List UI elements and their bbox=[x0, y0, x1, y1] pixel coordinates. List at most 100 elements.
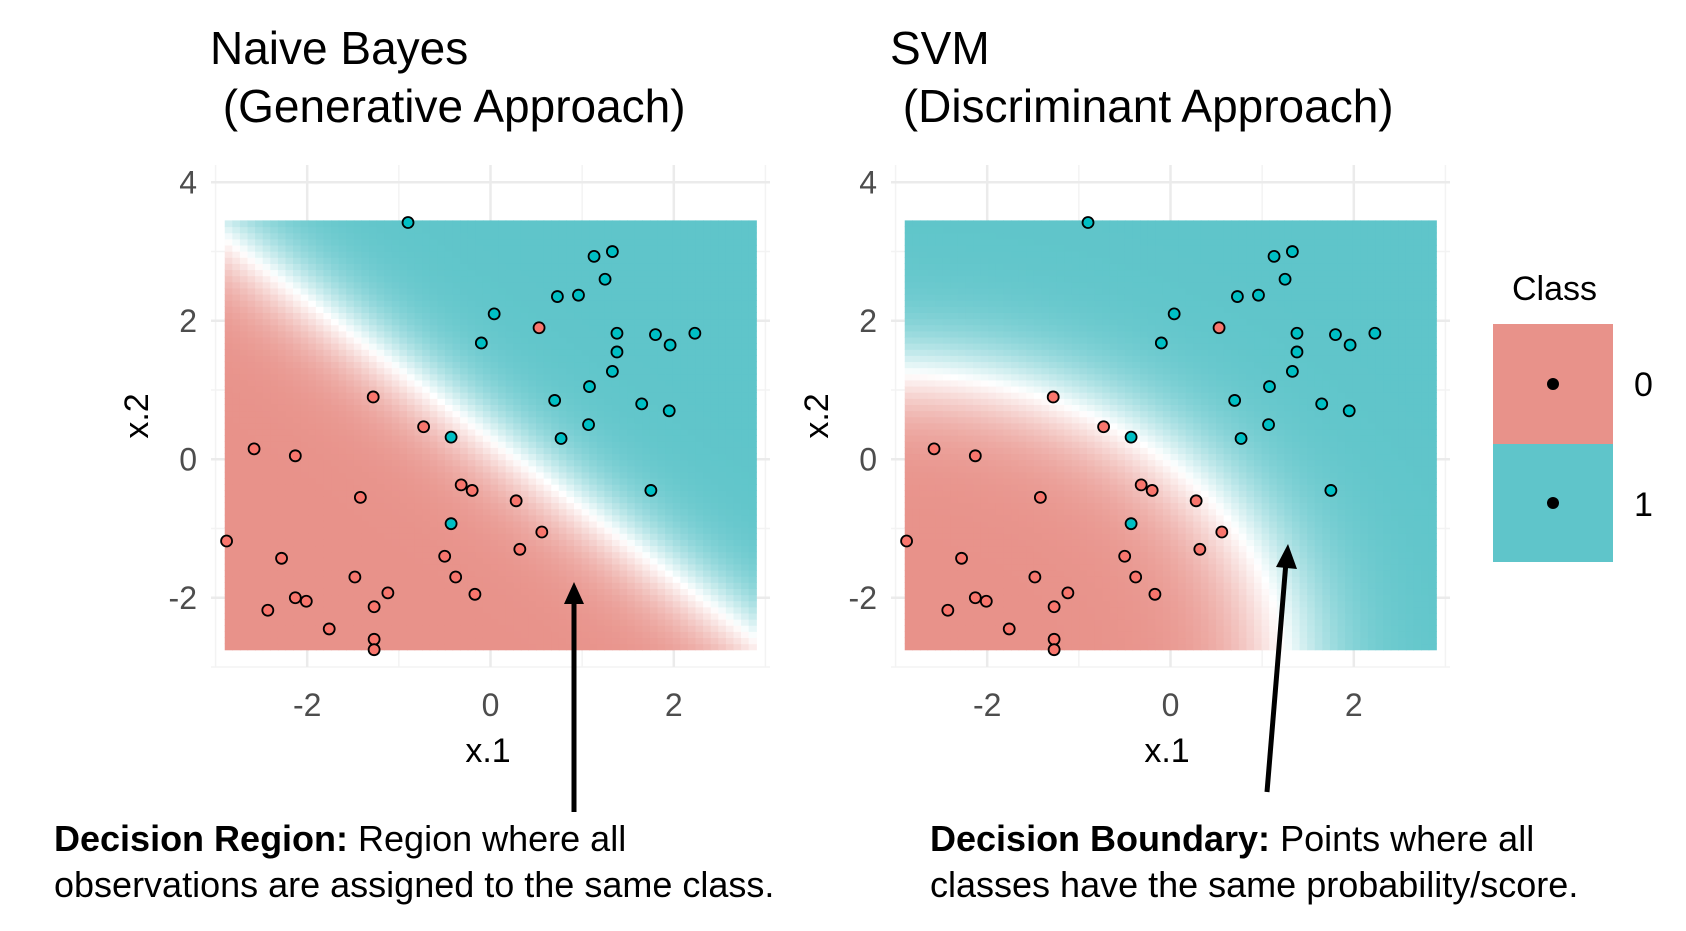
region-cell bbox=[741, 288, 749, 295]
region-cell bbox=[399, 398, 407, 405]
region-cell bbox=[399, 361, 407, 368]
region-cell bbox=[301, 417, 309, 424]
region-cell bbox=[430, 233, 438, 240]
region-cell bbox=[377, 515, 385, 522]
region-cell bbox=[718, 503, 726, 510]
region-cell bbox=[430, 527, 438, 534]
region-cell bbox=[430, 325, 438, 332]
region-cell bbox=[673, 435, 681, 442]
region-cell bbox=[399, 484, 407, 491]
region-cell bbox=[339, 558, 347, 565]
region-cell bbox=[589, 355, 597, 362]
region-cell bbox=[331, 429, 339, 436]
region-cell bbox=[255, 601, 263, 608]
region-cell bbox=[460, 380, 468, 387]
region-cell bbox=[733, 331, 741, 338]
region-cell bbox=[491, 594, 499, 601]
region-cell bbox=[248, 435, 256, 442]
region-cell bbox=[521, 227, 529, 234]
region-cell bbox=[415, 515, 423, 522]
region-cell bbox=[491, 509, 499, 516]
region-cell bbox=[308, 527, 316, 534]
region-cell bbox=[513, 220, 521, 227]
region-cell bbox=[703, 460, 711, 467]
region-cell bbox=[574, 417, 582, 424]
region-cell bbox=[415, 496, 423, 503]
region-cell bbox=[589, 613, 597, 620]
region-cell bbox=[293, 411, 301, 418]
region-cell bbox=[658, 576, 666, 583]
region-cell bbox=[232, 564, 240, 571]
region-cell bbox=[498, 392, 506, 399]
region-cell bbox=[399, 386, 407, 393]
region-cell bbox=[422, 582, 430, 589]
region-cell bbox=[566, 472, 574, 479]
region-cell bbox=[711, 257, 719, 264]
region-cell bbox=[346, 527, 354, 534]
region-cell bbox=[384, 484, 392, 491]
region-cell bbox=[399, 392, 407, 399]
region-cell bbox=[430, 509, 438, 516]
region-cell bbox=[422, 288, 430, 295]
region-cell bbox=[749, 269, 757, 276]
region-cell bbox=[430, 478, 438, 485]
region-cell bbox=[301, 374, 309, 381]
region-cell bbox=[232, 325, 240, 332]
region-cell bbox=[392, 619, 400, 626]
region-cell bbox=[536, 306, 544, 313]
region-cell bbox=[650, 355, 658, 362]
region-cell bbox=[559, 227, 567, 234]
region-cell bbox=[270, 515, 278, 522]
region-cell bbox=[422, 245, 430, 252]
region-cell bbox=[696, 447, 704, 454]
region-cell bbox=[491, 447, 499, 454]
region-cell bbox=[612, 386, 620, 393]
region-cell bbox=[680, 619, 688, 626]
region-cell bbox=[574, 570, 582, 577]
region-cell bbox=[718, 613, 726, 620]
region-cell bbox=[635, 625, 643, 632]
region-cell bbox=[696, 257, 704, 264]
region-cell bbox=[361, 570, 369, 577]
region-cell bbox=[726, 411, 734, 418]
region-cell bbox=[696, 625, 704, 632]
region-cell bbox=[415, 503, 423, 510]
region-cell bbox=[627, 576, 635, 583]
region-cell bbox=[551, 625, 559, 632]
data-point bbox=[650, 329, 661, 340]
region-cell bbox=[399, 337, 407, 344]
region-cell bbox=[255, 613, 263, 620]
region-cell bbox=[589, 478, 597, 485]
region-cell bbox=[354, 594, 362, 601]
region-cell bbox=[270, 337, 278, 344]
region-cell bbox=[696, 233, 704, 240]
region-cell bbox=[627, 331, 635, 338]
region-cell bbox=[696, 441, 704, 448]
region-cell bbox=[513, 355, 521, 362]
region-cell bbox=[597, 460, 605, 467]
region-cell bbox=[589, 631, 597, 638]
region-cell bbox=[278, 515, 286, 522]
region-cell bbox=[392, 527, 400, 534]
region-cell bbox=[551, 601, 559, 608]
region-cell bbox=[415, 343, 423, 350]
region-cell bbox=[703, 269, 711, 276]
region-cell bbox=[688, 515, 696, 522]
region-cell bbox=[240, 288, 248, 295]
region-cell bbox=[650, 245, 658, 252]
region-cell bbox=[521, 558, 529, 565]
region-cell bbox=[384, 269, 392, 276]
region-cell bbox=[551, 257, 559, 264]
region-cell bbox=[453, 288, 461, 295]
region-cell bbox=[597, 570, 605, 577]
region-cell bbox=[285, 294, 293, 301]
region-cell bbox=[437, 527, 445, 534]
region-cell bbox=[658, 392, 666, 399]
region-cell bbox=[726, 220, 734, 227]
region-cell bbox=[293, 331, 301, 338]
region-cell bbox=[498, 601, 506, 608]
region-cell bbox=[680, 521, 688, 528]
region-cell bbox=[597, 576, 605, 583]
region-cell bbox=[468, 227, 476, 234]
region-cell bbox=[240, 423, 248, 430]
